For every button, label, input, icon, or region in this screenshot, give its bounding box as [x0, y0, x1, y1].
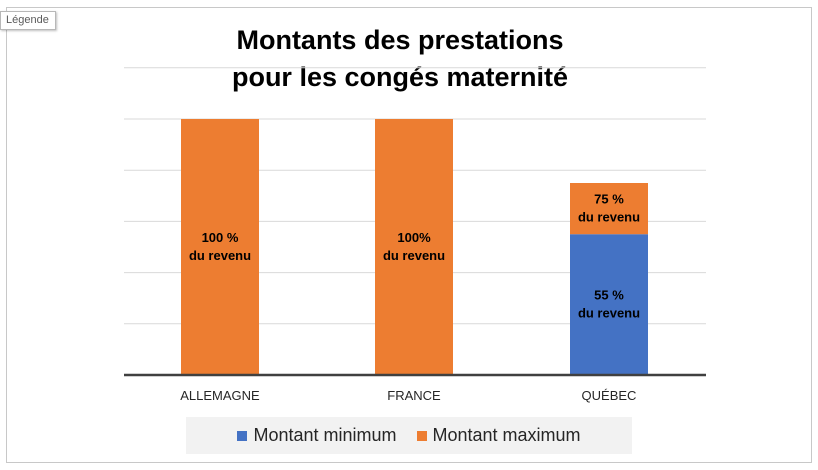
legend-label-maximum: Montant maximum	[432, 425, 581, 445]
bar-minimum-2	[570, 234, 648, 375]
data-label: du revenu	[383, 248, 445, 263]
legend[interactable]: Montant minimum Montant maximum	[186, 417, 632, 454]
category-label: QUÉBEC	[582, 388, 637, 403]
data-label: du revenu	[189, 248, 251, 263]
legend-tag[interactable]: Légende	[0, 11, 56, 30]
bar-maximum-0	[181, 119, 259, 375]
data-label: 100 %	[202, 230, 239, 245]
chart-title-line-1: Montants des prestations	[236, 25, 564, 55]
bar-maximum-2	[570, 183, 648, 235]
data-label: du revenu	[578, 306, 640, 321]
legend-item-maximum[interactable]: Montant maximum	[416, 425, 581, 446]
bar-maximum-1	[375, 119, 453, 375]
chart-title-line-2: pour les congés maternité	[231, 62, 569, 92]
legend-item-minimum[interactable]: Montant minimum	[237, 425, 397, 446]
legend-label-minimum: Montant minimum	[253, 425, 397, 445]
data-label: 55 %	[594, 288, 624, 303]
category-label: ALLEMAGNE	[180, 388, 260, 403]
legend-swatch-minimum	[237, 430, 248, 441]
category-label: FRANCE	[387, 388, 441, 403]
data-label: du revenu	[578, 210, 640, 225]
legend-swatch-maximum	[416, 430, 427, 441]
chart-title: Montants des prestations pour les congés…	[150, 22, 650, 96]
data-label: 100%	[397, 230, 431, 245]
data-label: 75 %	[594, 192, 624, 207]
